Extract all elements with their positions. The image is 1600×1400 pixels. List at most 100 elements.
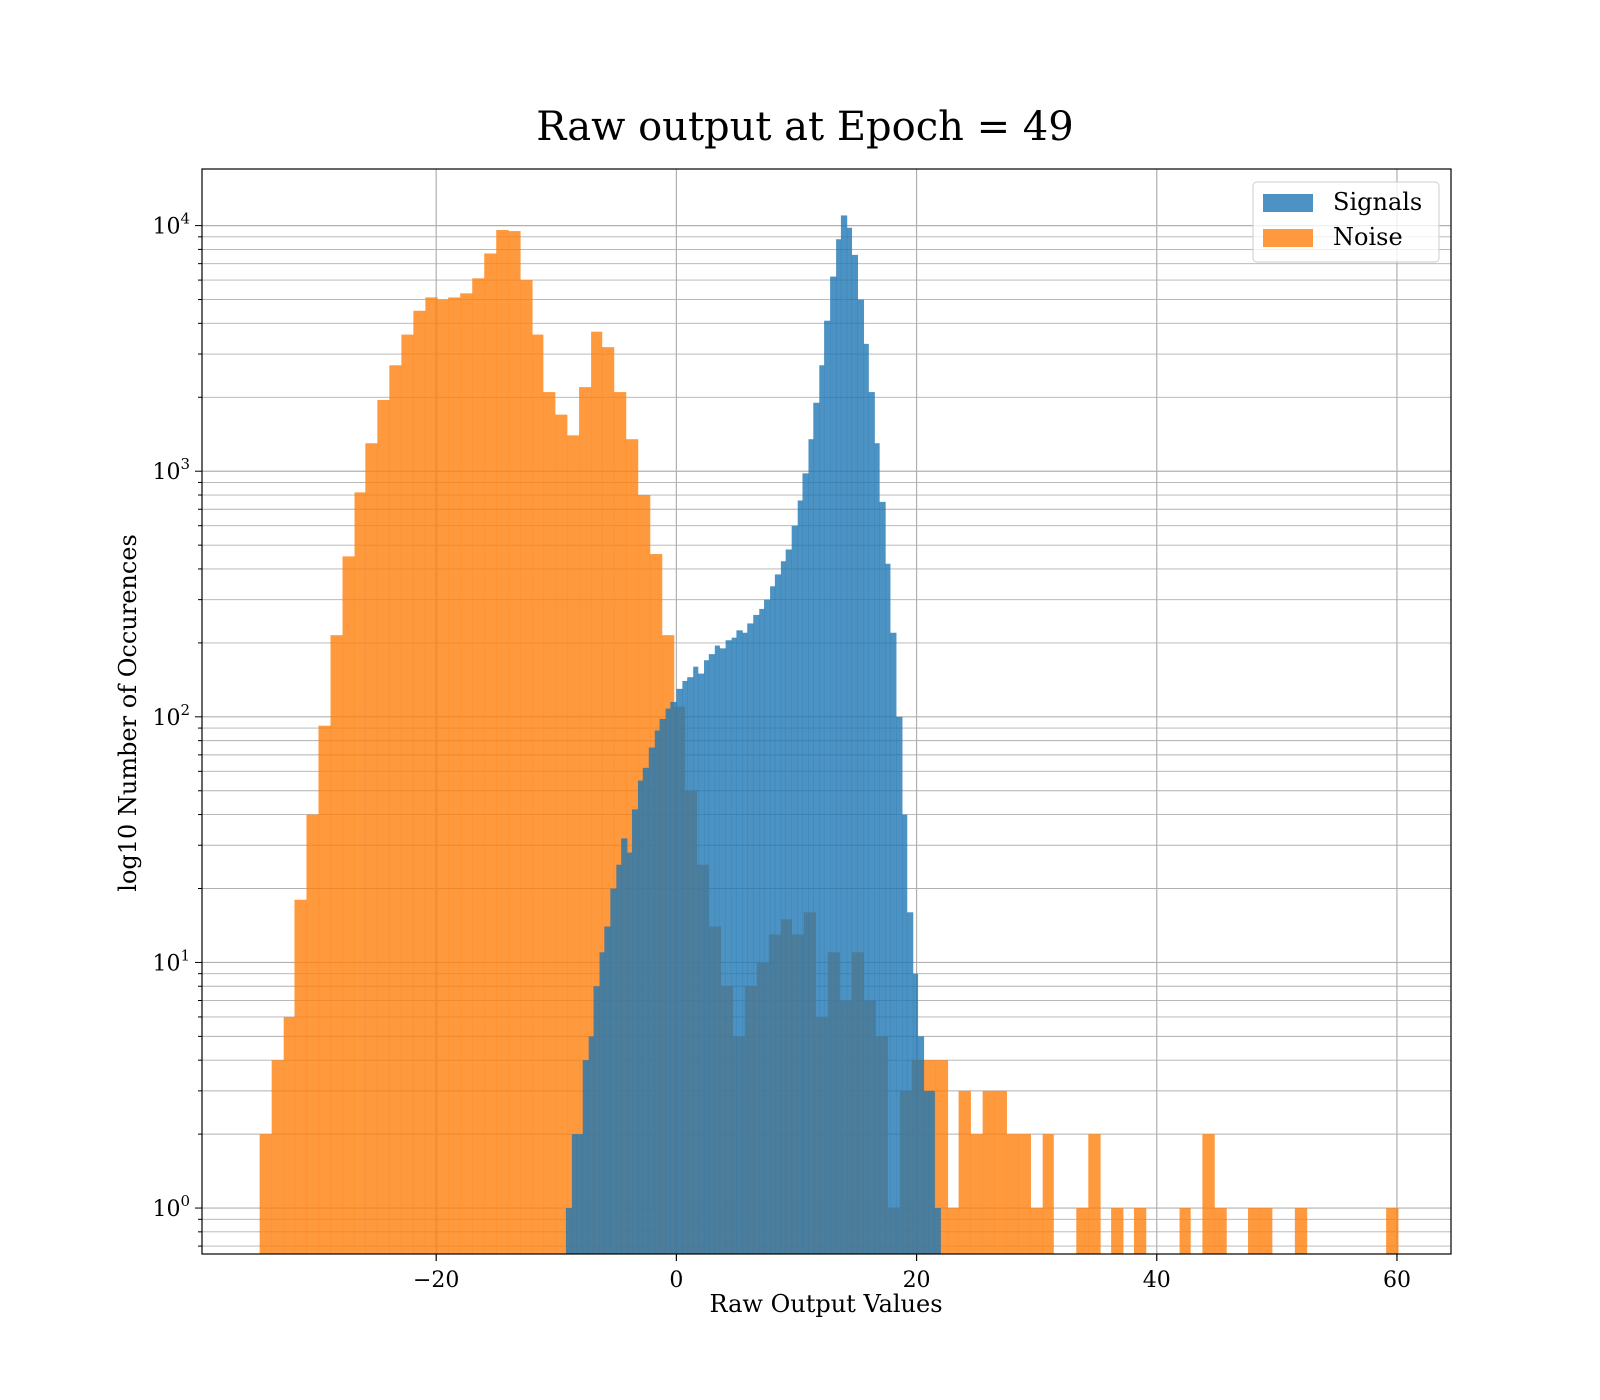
noise-bar: [448, 297, 461, 1255]
x-tick-label: −20: [413, 1268, 459, 1293]
signals-bar: [879, 501, 886, 1255]
signals-bar: [593, 986, 600, 1254]
noise-bar: [947, 1208, 959, 1254]
noise-bar: [935, 1060, 949, 1254]
x-axis-ticks: −20 0 20 40 60: [413, 1254, 1411, 1293]
signals-bar: [616, 864, 622, 1254]
noise-bar: [413, 310, 426, 1254]
noise-bar: [1006, 1134, 1019, 1254]
signals-bar: [813, 402, 820, 1255]
noise-bar: [520, 280, 533, 1255]
signals-bar: [742, 632, 748, 1254]
noise-bar: [1248, 1208, 1261, 1254]
noise-bar: [330, 635, 343, 1254]
signals-bar: [863, 343, 869, 1254]
signals-bar: [851, 254, 859, 1255]
noise-bar: [1133, 1208, 1147, 1254]
signals-bar: [857, 299, 865, 1255]
signals-bar: [764, 599, 771, 1254]
noise-bar: [294, 899, 307, 1254]
noise-bar: [543, 392, 556, 1254]
noise-bar: [259, 1134, 272, 1254]
noise-bar: [1260, 1208, 1273, 1254]
signals-bar: [923, 1090, 929, 1254]
noise-bar: [1294, 1208, 1308, 1254]
noise-bar: [1042, 1134, 1054, 1254]
signals-bar: [687, 677, 694, 1254]
noise-bar: [496, 229, 509, 1254]
signals-bar: [648, 747, 656, 1254]
signals-bar: [682, 680, 688, 1254]
noise-bar: [1202, 1134, 1215, 1254]
noise-bar: [1179, 1208, 1191, 1254]
legend-swatch-signals: [1263, 194, 1313, 212]
signals-bar: [906, 912, 914, 1254]
noise-bar: [1088, 1134, 1101, 1254]
signals-bar: [774, 574, 782, 1254]
noise-bar: [1018, 1134, 1031, 1254]
noise-bar: [437, 299, 449, 1255]
signals-bar: [912, 973, 919, 1254]
noise-bar: [354, 492, 366, 1254]
signals-bar: [830, 276, 837, 1254]
signals-bar: [697, 673, 705, 1254]
signals-bar: [797, 500, 803, 1255]
signals-bar: [637, 780, 644, 1254]
signals-bar: [902, 814, 908, 1254]
signals-bar: [654, 730, 660, 1254]
signals-bar: [928, 1090, 935, 1254]
noise-bar: [1030, 1208, 1043, 1254]
signals-bar: [759, 608, 765, 1254]
signals-bar: [621, 838, 628, 1254]
legend-label-noise: Noise: [1333, 223, 1403, 251]
noise-bar: [1076, 1208, 1089, 1254]
noise-bar: [1111, 1208, 1124, 1254]
signals-bar: [934, 1208, 941, 1254]
signals-bar: [571, 1134, 577, 1254]
signals-bar: [670, 701, 677, 1254]
y-axis-ticks: 100 101 102 103 104: [152, 210, 202, 1247]
legend: Signals Noise: [1252, 181, 1440, 263]
signals-bar: [808, 439, 814, 1254]
noise-bar: [271, 1060, 284, 1254]
signals-bar: [659, 718, 666, 1254]
signals-bar: [604, 926, 611, 1254]
legend-swatch-noise: [1263, 229, 1313, 247]
signals-bar: [836, 239, 842, 1254]
noise-bar: [306, 814, 319, 1254]
chart-title: Raw output at Epoch = 49: [536, 104, 1073, 150]
signals-bar: [565, 1208, 573, 1254]
y-tick-label: 103: [152, 455, 190, 485]
signals-bar: [753, 614, 760, 1254]
x-tick-label: 0: [669, 1268, 683, 1293]
signals-bar: [868, 392, 875, 1254]
noise-bar: [425, 297, 438, 1255]
signals-bar: [736, 630, 743, 1254]
x-tick-label: 60: [1383, 1268, 1411, 1293]
signals-bar: [846, 227, 853, 1255]
signals-bar: [642, 767, 650, 1254]
x-axis-label: Raw Output Values: [709, 1290, 942, 1318]
signals-bar: [840, 215, 848, 1255]
noise-bar: [508, 231, 521, 1254]
noise-bar: [970, 1134, 983, 1254]
noise-bar: [958, 1090, 971, 1254]
signals-bar: [791, 525, 798, 1254]
signals-bar: [824, 320, 831, 1254]
signals-bar: [719, 648, 726, 1254]
noise-bar: [318, 725, 331, 1254]
signals-bar: [599, 952, 605, 1254]
noise-bar: [579, 387, 592, 1254]
noise-bar: [342, 556, 355, 1254]
x-tick-label: 20: [903, 1268, 931, 1293]
signals-bar: [627, 852, 633, 1254]
signals-bar: [725, 640, 732, 1254]
noise-bar: [484, 253, 497, 1254]
y-axis-label: log10 Number of Occurences: [114, 534, 142, 892]
signals-bar: [780, 561, 786, 1254]
signals-bar: [676, 688, 683, 1254]
noise-bar: [532, 334, 544, 1254]
signals-bar: [747, 623, 754, 1254]
y-tick-label: 100: [152, 1192, 190, 1222]
